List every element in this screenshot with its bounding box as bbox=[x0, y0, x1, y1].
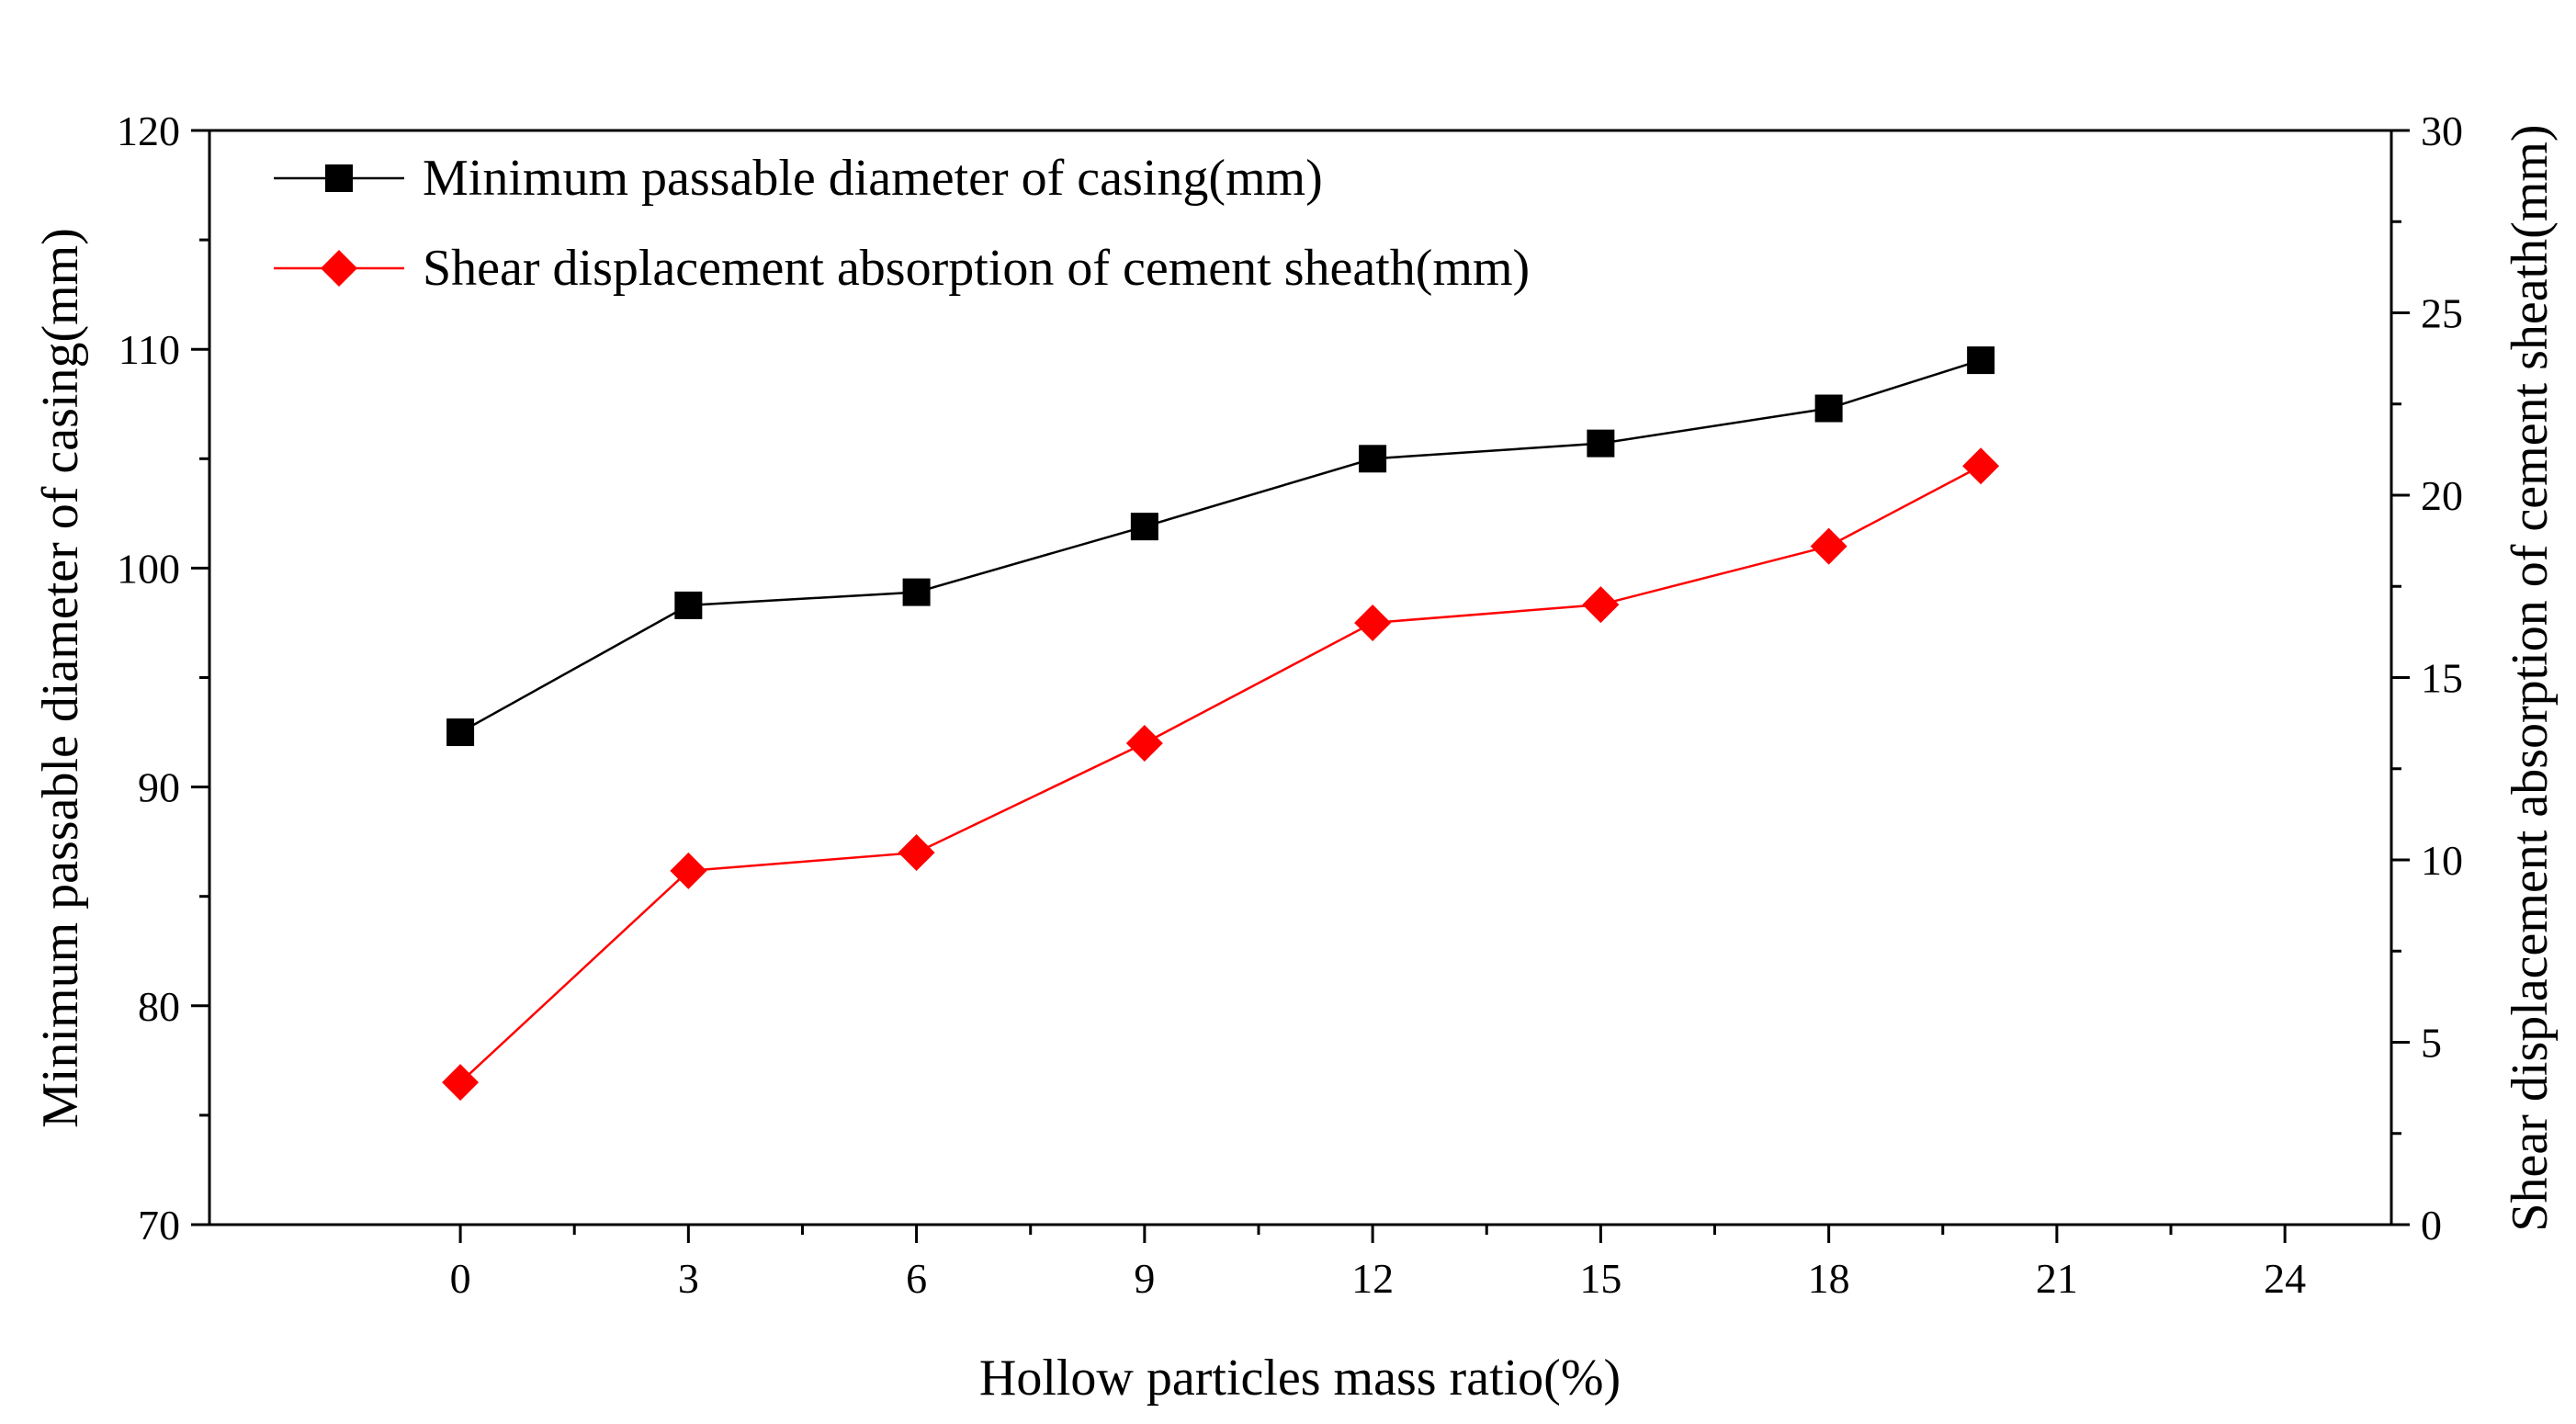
data-point bbox=[902, 578, 931, 606]
data-point bbox=[1359, 445, 1387, 473]
data-point bbox=[1354, 604, 1392, 641]
series-1 bbox=[442, 447, 2000, 1102]
x-tick-label: 12 bbox=[1351, 1255, 1394, 1302]
data-point bbox=[442, 1064, 480, 1102]
axes-layer: 0 3 6 9 12 15 18 21 24 70 80 90 100 110 120 0 5 10 15 20 25 3… bbox=[117, 107, 2463, 1302]
data-point bbox=[1582, 586, 1620, 624]
x-tick-label: 21 bbox=[2036, 1255, 2078, 1302]
series-line bbox=[459, 465, 1982, 1084]
y-left-tick-label: 90 bbox=[138, 764, 180, 811]
y-right-tick-label: 30 bbox=[2421, 107, 2463, 154]
data-point bbox=[1967, 346, 1995, 375]
y-left-tick-label: 80 bbox=[138, 983, 180, 1030]
y-left-tick-label: 110 bbox=[119, 326, 180, 373]
x-tick-label: 18 bbox=[1808, 1255, 1850, 1302]
legend-marker bbox=[321, 250, 357, 287]
data-point bbox=[1130, 513, 1158, 541]
series-layer bbox=[442, 346, 2000, 1102]
y-left-tick-label: 100 bbox=[117, 545, 180, 592]
data-point bbox=[446, 718, 475, 747]
data-point bbox=[1810, 527, 1847, 565]
data-point bbox=[1814, 394, 1843, 423]
y-left-tick-label: 70 bbox=[138, 1202, 180, 1249]
x-tick-label: 24 bbox=[2264, 1255, 2306, 1302]
legend-item: Shear displacement absorption of cement … bbox=[274, 240, 1530, 297]
series-0 bbox=[446, 346, 1995, 747]
x-tick-label: 0 bbox=[450, 1255, 471, 1302]
x-tick-label: 9 bbox=[1134, 1255, 1155, 1302]
legend: Minimum passable diameter of casing(mm) S… bbox=[274, 150, 1530, 297]
y-right-tick-label: 15 bbox=[2421, 655, 2463, 702]
legend-item: Minimum passable diameter of casing(mm) bbox=[274, 150, 1323, 207]
y-right-tick-label: 5 bbox=[2421, 1020, 2442, 1067]
data-point bbox=[1125, 724, 1163, 762]
y-axis-left-title: Minimum passable diameter of casing(mm) bbox=[32, 228, 89, 1128]
y-right-tick-label: 25 bbox=[2421, 290, 2463, 337]
series-line bbox=[459, 358, 1982, 734]
x-tick-label: 3 bbox=[678, 1255, 699, 1302]
y-right-tick-label: 20 bbox=[2421, 472, 2463, 519]
data-point bbox=[674, 591, 703, 619]
legend-label: Minimum passable diameter of casing(mm) bbox=[423, 150, 1323, 207]
y-right-tick-label: 10 bbox=[2421, 837, 2463, 884]
data-point bbox=[670, 852, 707, 889]
y-right-tick-label: 0 bbox=[2421, 1202, 2442, 1249]
x-axis-title: Hollow particles mass ratio(%) bbox=[979, 1350, 1621, 1407]
data-point bbox=[1962, 447, 2000, 485]
y-axis-right-title: Shear displacement absorption of cement … bbox=[2502, 124, 2559, 1231]
legend-label: Shear displacement absorption of cement … bbox=[423, 240, 1530, 297]
y-left-tick-label: 120 bbox=[117, 107, 180, 154]
data-point bbox=[898, 834, 935, 872]
data-point bbox=[1587, 429, 1615, 458]
x-tick-label: 15 bbox=[1579, 1255, 1621, 1302]
x-tick-label: 6 bbox=[906, 1255, 927, 1302]
legend-marker bbox=[325, 164, 353, 192]
